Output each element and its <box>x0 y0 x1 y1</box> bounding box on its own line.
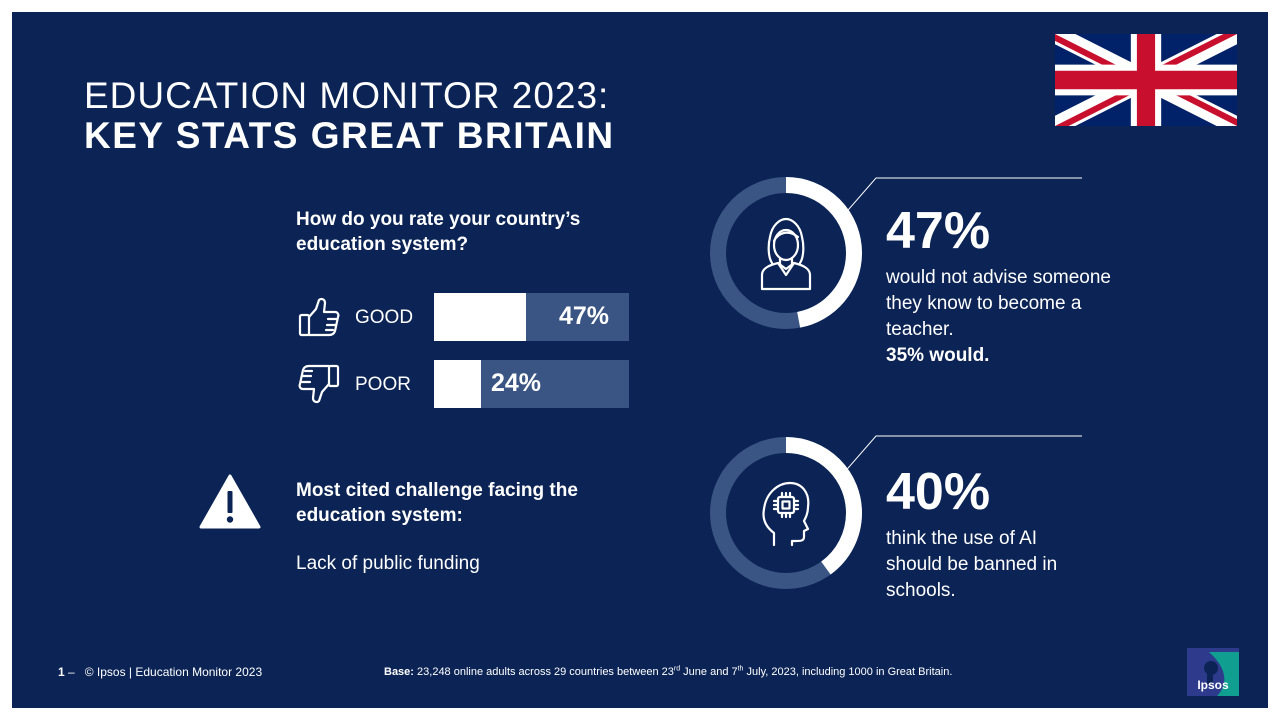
rating-row-poor: POOR 24% <box>297 360 637 408</box>
ai-head-icon <box>762 481 810 547</box>
donut-fill <box>710 177 862 329</box>
footer-copyright: © Ipsos | Education Monitor 2023 <box>84 665 263 679</box>
stat-donut-ai <box>710 437 862 589</box>
title-line-1: EDUCATION MONITOR 2023: <box>84 75 610 116</box>
footer-left: 1 – © Ipsos | Education Monitor 2023 <box>58 665 262 679</box>
base-sup: rd <box>673 665 681 673</box>
rating-label: POOR <box>355 374 411 395</box>
stat-leader-line <box>842 435 1082 475</box>
logo-text: Ipsos <box>1197 678 1229 692</box>
stat-emphasis: 35% would. <box>886 345 990 366</box>
stat-description: think the use of AI should be banned in … <box>886 528 1058 601</box>
base-label: Base: <box>384 666 414 678</box>
rating-question: How do you rate your country’s education… <box>296 209 581 255</box>
rating-row-good: GOOD 47% <box>297 293 637 341</box>
slide: EDUCATION MONITOR 2023: KEY STATS GREAT … <box>12 12 1268 708</box>
challenge-title: Most cited challenge facing the educatio… <box>296 480 578 526</box>
stat-leader-line <box>842 177 1082 217</box>
footer-base-note: Base: 23,248 online adults across 29 cou… <box>384 665 953 678</box>
base-sup: th <box>737 665 744 673</box>
footer-dash: – <box>68 665 75 679</box>
stat-text-ai: think the use of AI should be banned in … <box>886 526 1076 604</box>
stat-donut-teacher <box>710 177 862 329</box>
base-text: 23,248 online adults across 29 countries… <box>417 666 674 678</box>
union-jack-flag-icon <box>1055 34 1237 126</box>
thumbs-down-icon <box>298 364 340 404</box>
rating-bar-fill-good <box>434 293 526 341</box>
warning-icon <box>199 474 261 529</box>
stat-value-ai: 40% <box>886 463 991 521</box>
rating-bar-fill-poor <box>434 360 481 408</box>
base-text: July, 2023, including 1000 in Great Brit… <box>746 666 953 678</box>
stat-description: would not advise someone they know to be… <box>886 267 1111 340</box>
teacher-icon <box>760 217 812 291</box>
challenge-answer: Lack of public funding <box>296 553 480 574</box>
title-line-2: KEY STATS GREAT BRITAIN <box>84 115 615 156</box>
rating-value-good: 47% <box>558 302 609 330</box>
rating-bar-track: 47% <box>434 293 629 341</box>
ipsos-logo: Ipsos <box>1187 648 1239 696</box>
ipsos-logo-mark <box>1187 648 1239 696</box>
donut-fill <box>710 437 862 589</box>
stat-text-teacher: would not advise someone they know to be… <box>886 265 1126 369</box>
page-number: 1 <box>58 665 65 679</box>
rating-value-poor: 24% <box>491 369 542 397</box>
thumbs-up-icon <box>298 297 340 337</box>
base-text: June and 7 <box>683 666 738 678</box>
rating-bar-track: 24% <box>434 360 629 408</box>
stat-value-teacher: 47% <box>886 202 991 260</box>
rating-label: GOOD <box>355 307 414 328</box>
